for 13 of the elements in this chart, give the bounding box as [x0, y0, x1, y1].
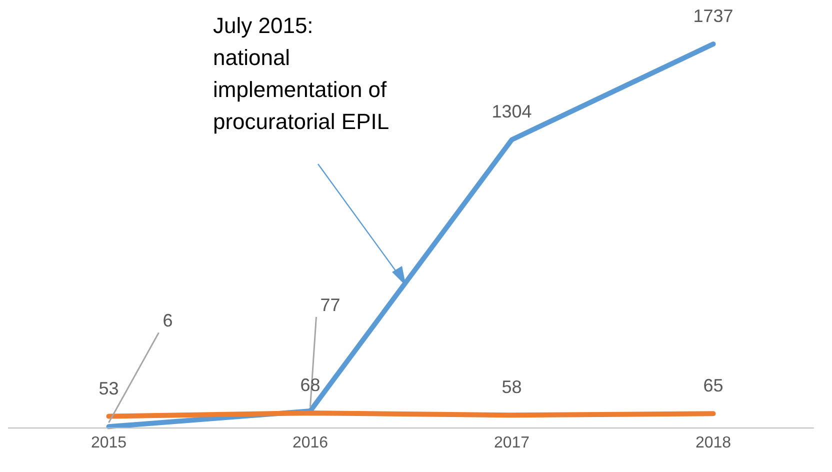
x-tick-label: 2017 [494, 434, 530, 452]
data-label: 53 [98, 378, 119, 398]
data-label: 1304 [492, 102, 532, 122]
annotation: 6 [162, 310, 173, 331]
data-label: 1737 [693, 6, 734, 26]
annotation: 77 [320, 294, 340, 315]
x-tick-label: 2016 [292, 434, 328, 452]
x-tick-label: 2015 [90, 434, 127, 452]
annotation: July 2015: national implementation of procuratorial EPIL [213, 12, 390, 136]
data-label: 68 [300, 374, 320, 395]
data-label: 58 [502, 377, 522, 398]
x-tick-label: 2018 [695, 434, 732, 452]
data-label: 65 [703, 376, 724, 396]
